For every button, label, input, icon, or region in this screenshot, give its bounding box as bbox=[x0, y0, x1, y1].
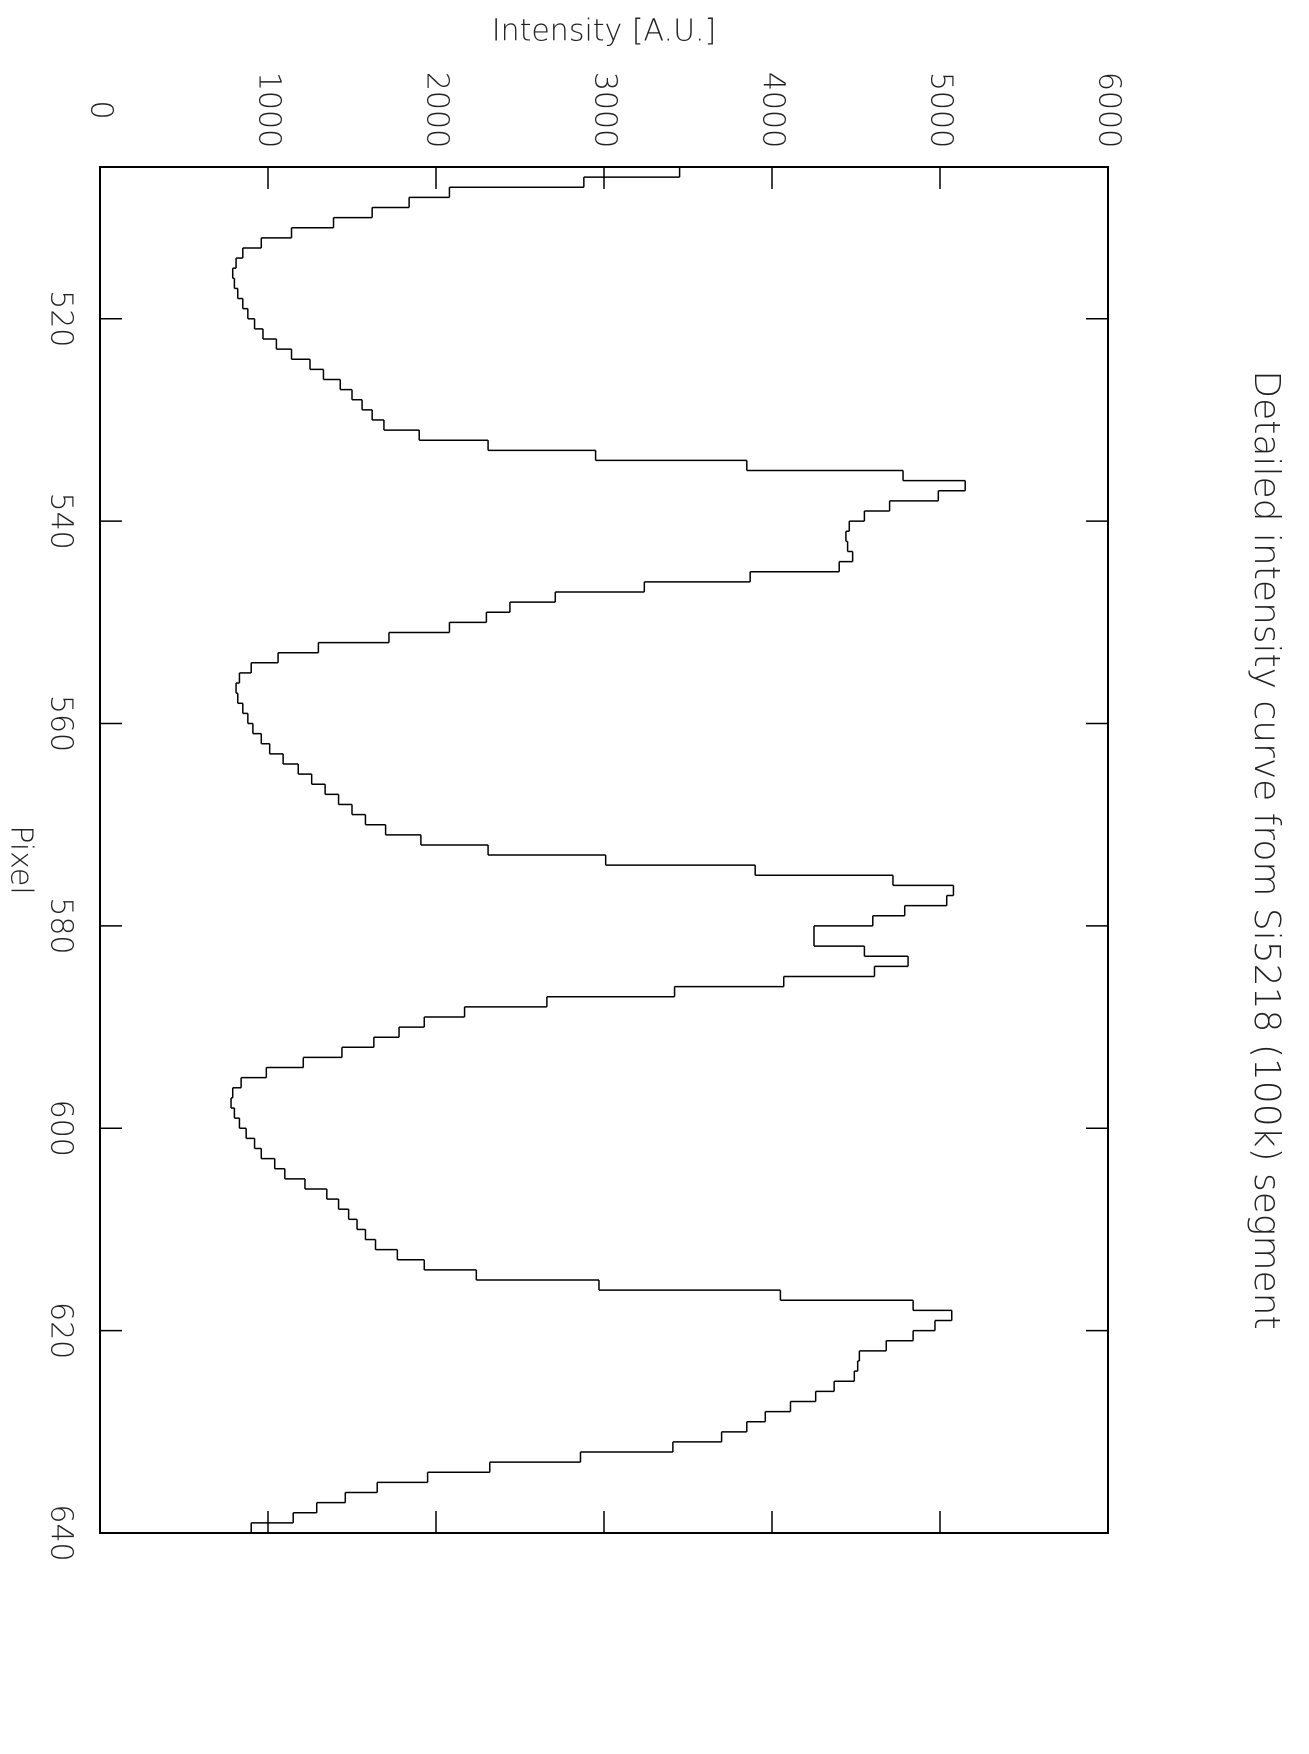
y-tick-label: 3000 bbox=[588, 72, 623, 148]
x-tick-label: 560 bbox=[44, 695, 79, 752]
y-tick-label: 5000 bbox=[924, 72, 959, 148]
chart-title: Detailed intensity curve from Si5218 (10… bbox=[1246, 370, 1287, 1329]
y-tick-label: 4000 bbox=[756, 72, 791, 148]
y-tick-label: 0 bbox=[84, 100, 119, 119]
y-tick-label: 2000 bbox=[420, 72, 455, 148]
y-tick-label: 6000 bbox=[1092, 72, 1127, 148]
x-tick-label: 520 bbox=[44, 290, 79, 347]
x-tick-label: 620 bbox=[44, 1302, 79, 1359]
y-axis-label: Intensity [A.U.] bbox=[492, 14, 717, 49]
x-tick-label: 540 bbox=[44, 493, 79, 550]
plot-frame bbox=[99, 166, 1109, 1534]
x-tick-label: 600 bbox=[44, 1100, 79, 1157]
x-axis-label: Pixel bbox=[4, 825, 39, 894]
x-tick-label: 580 bbox=[44, 897, 79, 954]
y-tick-label: 1000 bbox=[252, 72, 287, 148]
x-tick-label: 640 bbox=[44, 1504, 79, 1561]
